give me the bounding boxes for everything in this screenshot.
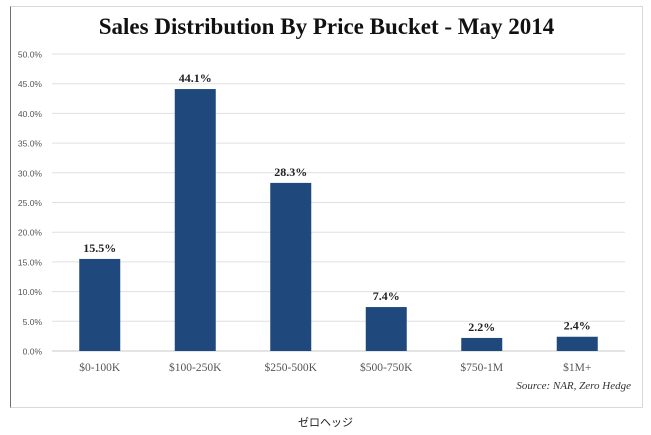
x-tick-label: $750-1M: [460, 361, 503, 374]
bar: [270, 182, 312, 351]
x-tick-label: $250-500K: [265, 361, 318, 374]
y-tick-label: 15.0%: [18, 257, 43, 267]
bar: [556, 336, 598, 351]
data-label: 15.5%: [83, 241, 116, 255]
x-tick-label: $500-750K: [360, 361, 413, 374]
data-labels: 15.5% 44.1% 28.3% 7.4% 2.2% 2.4%: [83, 71, 591, 334]
x-tick-label: $1M+: [563, 361, 591, 374]
y-tick-label: 5.0%: [23, 317, 43, 327]
data-label: 2.2%: [468, 320, 495, 334]
y-tick-label: 20.0%: [18, 228, 43, 238]
y-tick-label: 40.0%: [18, 109, 43, 119]
y-tick-label: 30.0%: [18, 168, 43, 178]
y-tick-label: 0.0%: [23, 347, 43, 357]
data-label: 28.3%: [274, 165, 307, 179]
bar: [79, 258, 121, 351]
bar: [174, 89, 216, 352]
chart-title: Sales Distribution By Price Bucket - May…: [98, 14, 555, 39]
y-tick-label: 50.0%: [18, 50, 43, 60]
x-tick-label: $100-250K: [169, 361, 222, 374]
data-label: 44.1%: [179, 71, 212, 85]
y-tick-label: 35.0%: [18, 139, 43, 149]
bars: [79, 89, 598, 352]
bar: [365, 307, 407, 351]
y-tick-label: 25.0%: [18, 198, 43, 208]
x-tick-label: $0-100K: [79, 361, 121, 374]
y-tick-label: 10.0%: [18, 287, 43, 297]
gridlines: [52, 53, 625, 352]
data-label: 7.4%: [373, 289, 400, 303]
bar: [461, 337, 503, 351]
data-label: 2.4%: [564, 319, 591, 333]
y-axis-ticks: 0.0% 5.0% 10.0% 15.0% 20.0% 25.0% 30.0% 35.0% 40…: [18, 50, 43, 357]
footer-caption: ゼロヘッジ: [298, 416, 353, 429]
x-axis-ticks: $0-100K $100-250K $250-500K $500-750K $750-1…: [79, 361, 591, 374]
y-tick-label: 45.0%: [18, 79, 43, 89]
source-note: Source: NAR, Zero Hedge: [516, 380, 631, 392]
